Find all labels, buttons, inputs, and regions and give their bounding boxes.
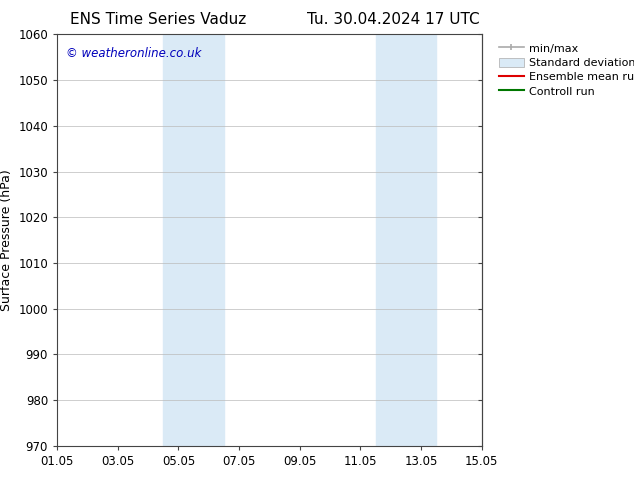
Y-axis label: Surface Pressure (hPa): Surface Pressure (hPa) — [0, 169, 13, 311]
Text: ENS Time Series Vaduz: ENS Time Series Vaduz — [70, 12, 247, 27]
Bar — [375, 34, 436, 446]
Legend: min/max, Standard deviation, Ensemble mean run, Controll run: min/max, Standard deviation, Ensemble me… — [496, 40, 634, 100]
Text: Tu. 30.04.2024 17 UTC: Tu. 30.04.2024 17 UTC — [307, 12, 479, 27]
Bar — [164, 34, 224, 446]
Text: © weatheronline.co.uk: © weatheronline.co.uk — [65, 47, 201, 60]
